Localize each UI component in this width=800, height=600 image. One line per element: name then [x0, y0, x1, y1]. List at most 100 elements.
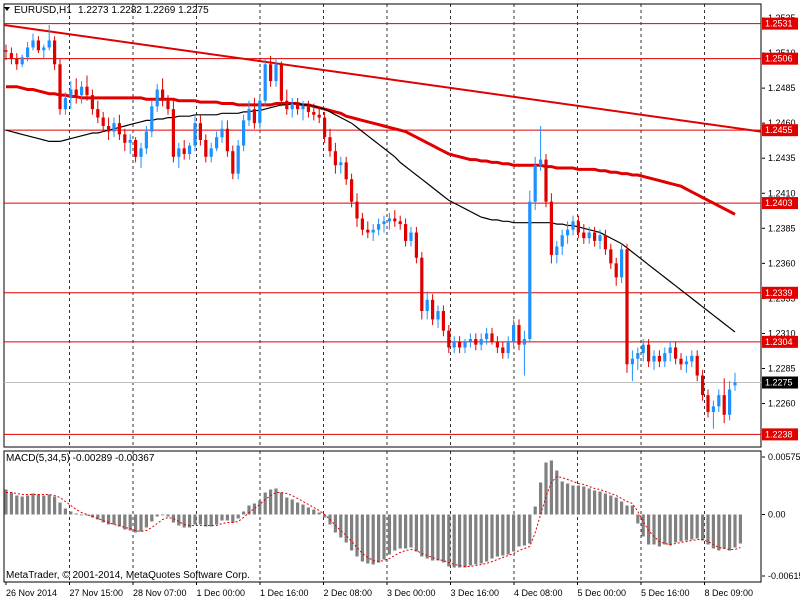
candle[interactable] [398, 215, 402, 230]
candle[interactable] [485, 327, 489, 345]
candle[interactable] [366, 221, 370, 239]
candle[interactable] [506, 336, 510, 359]
candle[interactable] [409, 226, 413, 247]
candle[interactable] [614, 257, 618, 286]
candle[interactable] [620, 243, 624, 283]
candle[interactable] [695, 350, 699, 382]
candle[interactable] [188, 142, 192, 160]
candle[interactable] [333, 142, 337, 174]
candle[interactable] [258, 95, 262, 129]
candle[interactable] [161, 78, 165, 107]
candle[interactable] [301, 100, 305, 121]
candle[interactable] [425, 291, 429, 320]
candle[interactable] [150, 100, 154, 138]
candle[interactable] [58, 58, 62, 115]
candle[interactable] [85, 75, 89, 101]
candle[interactable] [630, 350, 634, 382]
candle[interactable] [9, 47, 13, 65]
candle[interactable] [198, 114, 202, 146]
candle[interactable] [215, 131, 219, 152]
candle[interactable] [657, 350, 661, 368]
candle[interactable] [393, 210, 397, 227]
candle[interactable] [90, 89, 94, 115]
candle[interactable] [134, 137, 138, 163]
candles[interactable] [4, 25, 737, 429]
candle[interactable] [193, 114, 197, 152]
candle[interactable] [290, 97, 294, 118]
candle[interactable] [306, 100, 310, 118]
candle[interactable] [204, 134, 208, 163]
candle[interactable] [501, 341, 505, 359]
candle[interactable] [47, 25, 51, 51]
candle[interactable] [26, 41, 30, 62]
candle[interactable] [42, 44, 46, 59]
candle[interactable] [706, 389, 710, 418]
candle[interactable] [139, 142, 143, 169]
candle[interactable] [279, 61, 283, 107]
candle[interactable] [242, 114, 246, 152]
candle[interactable] [377, 218, 381, 236]
candle[interactable] [177, 142, 181, 169]
candle[interactable] [69, 81, 73, 110]
candle[interactable] [4, 44, 8, 61]
candle[interactable] [231, 145, 235, 180]
candle[interactable] [269, 55, 273, 87]
candle[interactable] [209, 142, 213, 163]
candle[interactable] [112, 117, 116, 138]
candle[interactable] [582, 224, 586, 244]
candle[interactable] [517, 319, 521, 351]
candle[interactable] [598, 229, 602, 250]
candle[interactable] [495, 336, 499, 354]
candle[interactable] [96, 100, 100, 124]
candle[interactable] [609, 243, 613, 269]
candle[interactable] [641, 339, 645, 362]
candle[interactable] [555, 240, 559, 264]
candle[interactable] [420, 252, 424, 320]
candle[interactable] [182, 139, 186, 160]
candle[interactable] [53, 36, 57, 70]
candle[interactable] [717, 389, 721, 412]
candle[interactable] [274, 58, 278, 87]
candle[interactable] [490, 327, 494, 345]
candle[interactable] [323, 111, 327, 143]
candle[interactable] [63, 92, 67, 115]
candle[interactable] [263, 58, 267, 107]
candle[interactable] [20, 54, 24, 68]
candle[interactable] [463, 339, 467, 354]
candle[interactable] [360, 212, 364, 236]
candle[interactable] [587, 226, 591, 244]
candle[interactable] [236, 139, 240, 180]
candle[interactable] [544, 154, 548, 208]
candle[interactable] [247, 100, 251, 126]
candle[interactable] [171, 100, 175, 163]
candle[interactable] [566, 221, 570, 244]
candle[interactable] [128, 134, 132, 155]
candle[interactable] [117, 114, 121, 140]
candle[interactable] [431, 294, 435, 326]
candle[interactable] [522, 330, 526, 376]
candle[interactable] [512, 319, 516, 348]
candle[interactable] [701, 369, 705, 401]
candle[interactable] [468, 333, 472, 348]
candle[interactable] [539, 125, 543, 171]
candle[interactable] [31, 33, 35, 51]
candle[interactable] [528, 190, 532, 342]
candle[interactable] [447, 325, 451, 354]
candle[interactable] [350, 173, 354, 208]
candle[interactable] [339, 156, 343, 174]
candle[interactable] [101, 111, 105, 132]
candle[interactable] [252, 97, 256, 129]
candle[interactable] [549, 193, 553, 264]
candle[interactable] [458, 336, 462, 354]
trendline[interactable] [3, 24, 762, 133]
candle[interactable] [603, 229, 607, 255]
candle[interactable] [452, 336, 456, 354]
candle[interactable] [690, 350, 694, 368]
candle[interactable] [296, 97, 300, 115]
candle[interactable] [387, 212, 391, 230]
candle[interactable] [733, 372, 737, 391]
candle[interactable] [576, 215, 580, 239]
candle[interactable] [668, 341, 672, 362]
candle[interactable] [636, 347, 640, 370]
candle[interactable] [355, 193, 359, 227]
